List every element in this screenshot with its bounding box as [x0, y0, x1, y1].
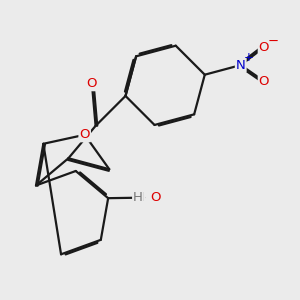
Text: O: O [80, 128, 90, 141]
Text: O: O [150, 191, 160, 204]
Text: N: N [236, 58, 246, 72]
Text: O: O [87, 77, 97, 90]
Text: −: − [268, 35, 279, 48]
Text: O: O [259, 41, 269, 54]
Text: +: + [244, 51, 254, 64]
Text: H: H [135, 191, 144, 204]
Text: O: O [259, 75, 269, 88]
Text: H: H [133, 191, 142, 204]
